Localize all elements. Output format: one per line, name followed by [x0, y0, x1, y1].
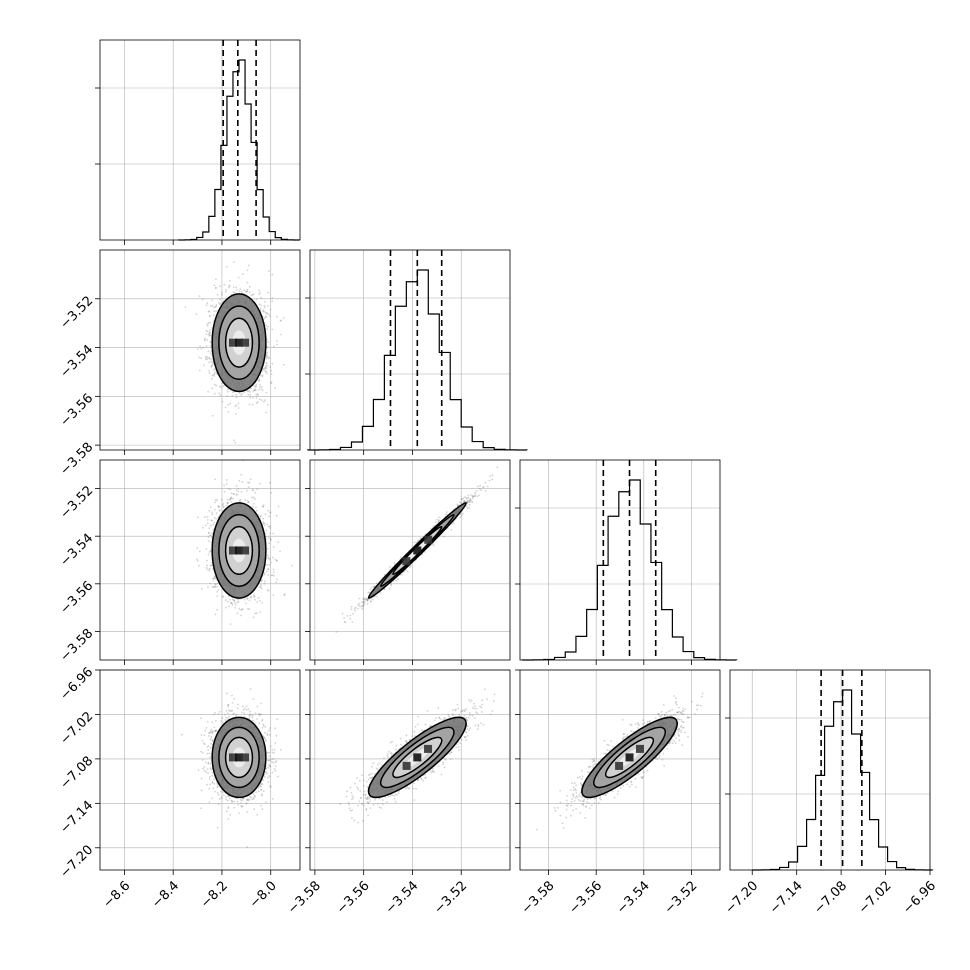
x-tick-label-3-1: −7.14 — [767, 878, 806, 917]
y-tick-label-2-0: −3.58 — [58, 626, 97, 665]
contour-2-0-1 — [224, 525, 254, 576]
y-tick-label-3-0: −7.20 — [58, 842, 97, 881]
contour-3-1-3 — [367, 716, 467, 799]
scatter-panel-3-1 — [309, 669, 511, 871]
x-tick-label-1-0: −3.58 — [285, 878, 324, 917]
x-tick-label-2-0: −3.58 — [519, 878, 558, 917]
y-tick-label-1-1: −3.56 — [58, 391, 97, 430]
scatter-2-1 — [335, 466, 499, 633]
grid-2-2 — [515, 460, 720, 665]
x-tick-label-3-3: −7.02 — [856, 878, 895, 917]
histogram-panel-1 — [309, 249, 511, 451]
scatter-1-0 — [184, 261, 285, 444]
scatter-3-1 — [339, 688, 496, 824]
histogram-panel-0 — [99, 39, 301, 241]
contour-3-2-2 — [593, 726, 666, 789]
histogram-0 — [178, 59, 300, 241]
y-tick-label-2-1: −3.56 — [58, 579, 97, 618]
contour-3-2-3 — [581, 716, 678, 799]
contour-3-0-2 — [218, 726, 260, 789]
x-tick-label-2-3: −3.52 — [662, 878, 701, 917]
x-tick-label-0-1: −8.4 — [149, 878, 182, 911]
contour-3-0-3 — [211, 716, 267, 799]
contour-3-2-1 — [604, 736, 655, 779]
contour-1-0-2 — [218, 305, 260, 381]
x-tick-label-3-0: −7.20 — [722, 878, 761, 917]
y-tick-label-1-3: −3.52 — [58, 293, 97, 332]
contour-2-0-3 — [211, 502, 267, 599]
contour-3-0-1 — [224, 736, 254, 779]
x-tick-label-1-1: −3.56 — [334, 878, 373, 917]
grid-2-0 — [95, 460, 300, 665]
grid-3-3 — [725, 670, 931, 875]
y-tick-label-1-0: −3.58 — [58, 440, 97, 479]
contour-1-0-3 — [211, 293, 267, 393]
x-tick-label-0-2: −8.2 — [198, 878, 231, 911]
y-tick-label-2-3: −3.52 — [58, 483, 97, 522]
scatter-panel-3-2 — [519, 669, 721, 871]
x-tick-label-1-3: −3.52 — [431, 878, 470, 917]
scatter-panel-2-0 — [99, 459, 301, 661]
grid-1-1 — [305, 250, 510, 455]
y-tick-label-2-2: −3.54 — [58, 531, 97, 570]
y-tick-label-3-2: −7.08 — [58, 754, 97, 793]
contour-3-1-2 — [379, 726, 455, 789]
contour-1-0-1 — [224, 317, 254, 368]
scatter-panel-1-0 — [99, 249, 301, 451]
scatter-3-0 — [180, 688, 282, 848]
panels-layer — [95, 39, 934, 875]
scatter-panel-3-0 — [99, 669, 301, 871]
scatter-2-0 — [196, 460, 293, 625]
scatter-panel-2-1 — [309, 459, 511, 661]
x-tick-label-0-3: −8.0 — [247, 878, 280, 911]
histogram-panel-2 — [519, 459, 721, 661]
grid-1-0 — [95, 250, 300, 455]
x-tick-label-3-4: −6.96 — [900, 878, 939, 917]
y-tick-label-3-4: −6.96 — [58, 665, 97, 704]
y-tick-label-3-3: −7.02 — [58, 709, 97, 748]
contour-2-0-2 — [218, 514, 260, 587]
x-tick-label-2-1: −3.56 — [566, 878, 605, 917]
x-tick-label-2-2: −3.54 — [614, 878, 653, 917]
y-tick-label-3-1: −7.14 — [58, 798, 97, 837]
grid-0-0 — [95, 40, 300, 245]
scatter-3-2 — [535, 692, 704, 831]
histogram-panel-3 — [729, 669, 931, 871]
contour-3-1-1 — [392, 736, 443, 779]
grid-3-0 — [95, 669, 300, 875]
x-tick-label-0-0: −8.6 — [101, 878, 134, 911]
x-tick-label-3-2: −7.08 — [811, 878, 850, 917]
x-tick-label-1-2: −3.54 — [383, 878, 422, 917]
grid-3-2 — [515, 669, 720, 875]
y-tick-label-1-2: −3.54 — [58, 342, 97, 381]
